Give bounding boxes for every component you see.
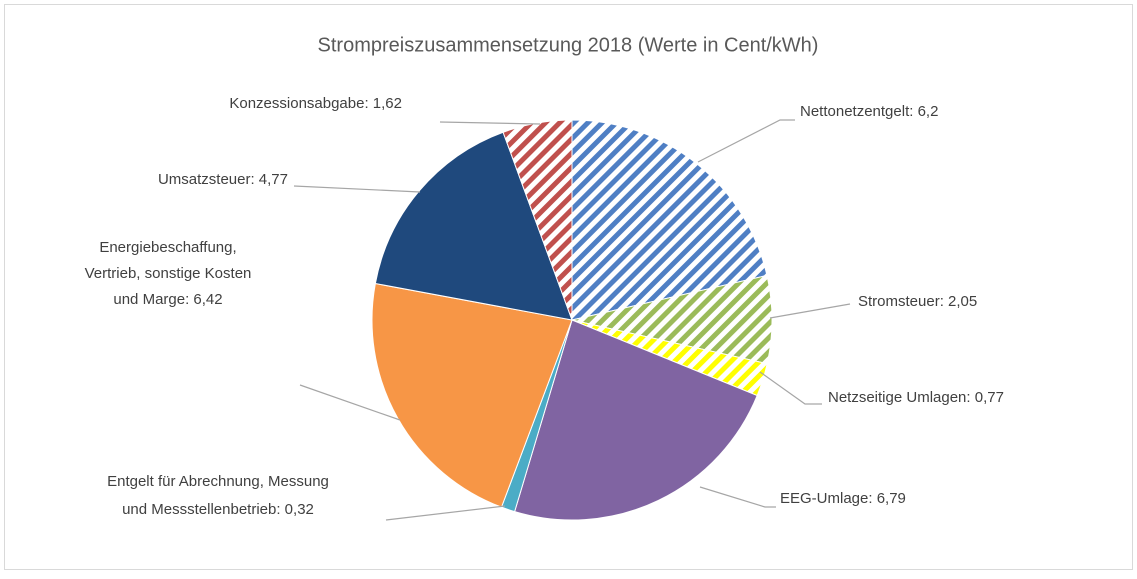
leader-line <box>697 119 795 163</box>
data-label: Nettonetzentgelt: 6,2 <box>800 103 938 120</box>
data-label: Netzseitige Umlagen: 0,77 <box>828 389 1004 406</box>
pie-slice <box>571 119 768 321</box>
chart-title: Strompreiszusammensetzung 2018 (Werte in… <box>318 34 819 56</box>
data-label: Konzessionsabgabe: 1,62 <box>229 95 402 112</box>
pie-slice <box>502 119 573 321</box>
pie-slice <box>514 319 758 521</box>
data-label: Stromsteuer: 2,05 <box>858 293 977 310</box>
data-label: EEG-Umlage: 6,79 <box>780 490 906 507</box>
leader-line <box>759 371 822 405</box>
data-label: Umsatzsteuer: 4,77 <box>158 171 288 188</box>
leader-line <box>439 121 541 125</box>
data-label: Energiebeschaffung, <box>99 239 236 256</box>
leader-line <box>699 486 776 508</box>
data-label: Vertrieb, sonstige Kosten <box>85 265 252 282</box>
data-label: Entgelt für Abrechnung, Messung <box>107 473 329 490</box>
leader-line <box>299 384 401 421</box>
leader-line <box>769 303 851 319</box>
data-label: und Marge: 6,42 <box>113 291 222 308</box>
leader-line <box>293 185 421 193</box>
pie-slice <box>371 282 573 508</box>
leader-line <box>385 505 506 521</box>
data-label: und Messstellenbetrieb: 0,32 <box>122 501 314 518</box>
pie-slice <box>374 131 573 321</box>
